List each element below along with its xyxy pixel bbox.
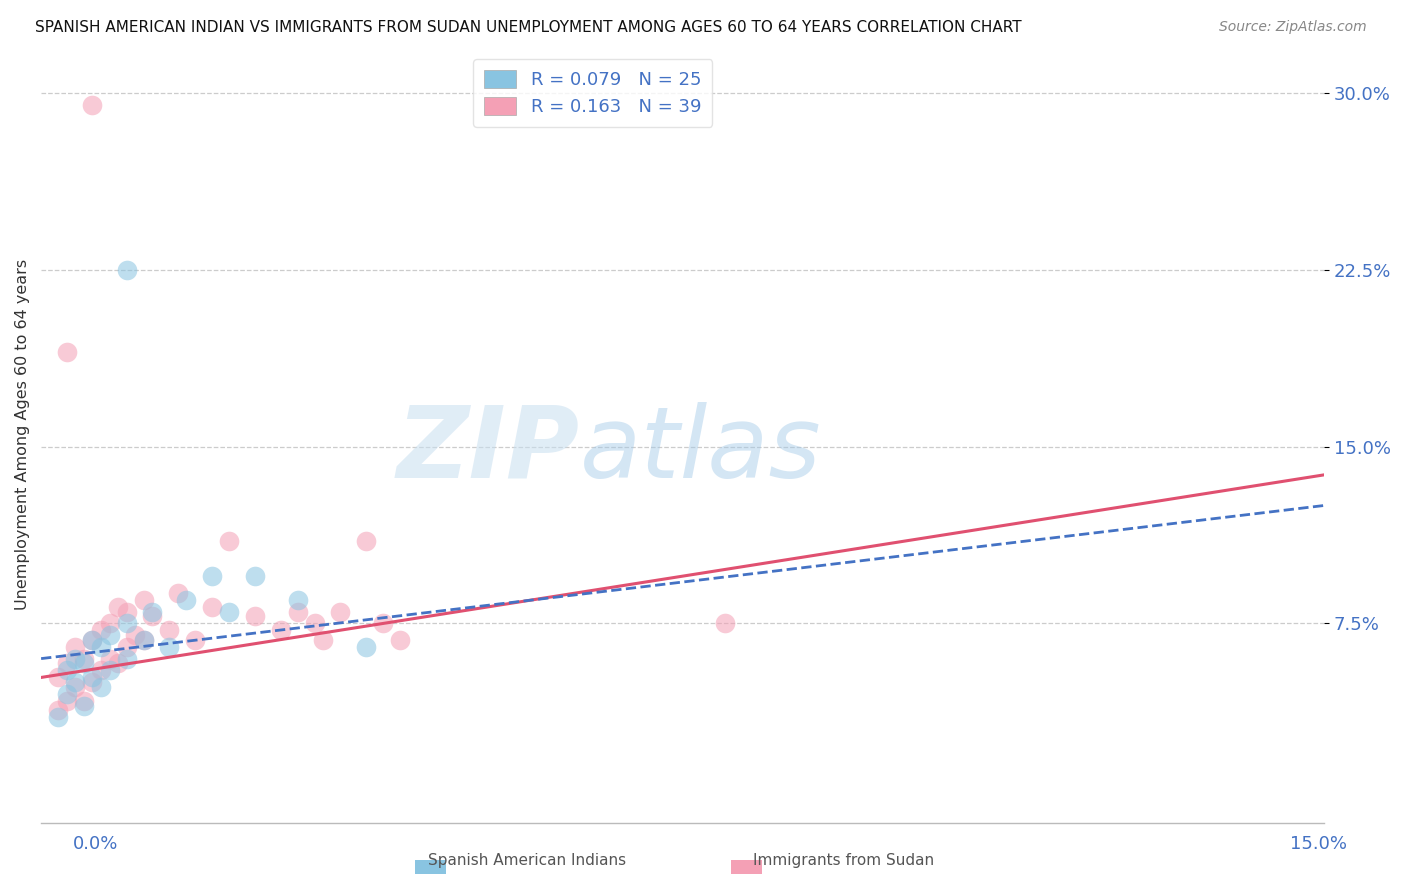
- Point: [270, 624, 292, 638]
- Point: [304, 616, 326, 631]
- Point: [73, 657, 96, 671]
- Point: [98, 651, 121, 665]
- Point: [141, 609, 163, 624]
- Point: [243, 609, 266, 624]
- Point: [90, 664, 112, 678]
- Point: [82, 632, 104, 647]
- Point: [714, 616, 737, 631]
- Point: [201, 569, 224, 583]
- Point: [90, 624, 112, 638]
- Text: ZIP: ZIP: [396, 402, 579, 499]
- Text: Spanish American Indians: Spanish American Indians: [429, 854, 626, 868]
- Point: [55, 657, 77, 671]
- Point: [46, 670, 69, 684]
- Point: [176, 592, 198, 607]
- Point: [184, 632, 207, 647]
- Point: [65, 640, 87, 654]
- Point: [115, 263, 138, 277]
- Point: [65, 675, 87, 690]
- Point: [73, 651, 96, 665]
- Point: [82, 632, 104, 647]
- Y-axis label: Unemployment Among Ages 60 to 64 years: Unemployment Among Ages 60 to 64 years: [15, 260, 30, 610]
- Text: Source: ZipAtlas.com: Source: ZipAtlas.com: [1219, 20, 1367, 34]
- Point: [107, 657, 129, 671]
- Point: [82, 670, 104, 684]
- Text: atlas: atlas: [579, 402, 821, 499]
- Point: [132, 592, 155, 607]
- Point: [98, 664, 121, 678]
- Point: [373, 616, 395, 631]
- Point: [115, 605, 138, 619]
- Point: [218, 605, 240, 619]
- Point: [132, 632, 155, 647]
- Point: [312, 632, 335, 647]
- Point: [55, 664, 77, 678]
- Point: [73, 694, 96, 708]
- Point: [157, 640, 180, 654]
- Point: [90, 680, 112, 694]
- Point: [124, 628, 146, 642]
- Point: [354, 640, 377, 654]
- Point: [329, 605, 352, 619]
- Text: 15.0%: 15.0%: [1291, 835, 1347, 853]
- Point: [132, 632, 155, 647]
- Point: [157, 624, 180, 638]
- Point: [55, 687, 77, 701]
- Point: [389, 632, 412, 647]
- Point: [115, 640, 138, 654]
- Point: [73, 698, 96, 713]
- Point: [141, 605, 163, 619]
- Point: [82, 98, 104, 112]
- Point: [65, 680, 87, 694]
- Text: Immigrants from Sudan: Immigrants from Sudan: [754, 854, 934, 868]
- Point: [107, 599, 129, 614]
- Point: [98, 628, 121, 642]
- Point: [354, 533, 377, 548]
- Legend: R = 0.079   N = 25, R = 0.163   N = 39: R = 0.079 N = 25, R = 0.163 N = 39: [474, 59, 713, 127]
- Point: [55, 345, 77, 359]
- Point: [46, 710, 69, 724]
- Point: [90, 640, 112, 654]
- Point: [46, 703, 69, 717]
- Point: [98, 616, 121, 631]
- Point: [65, 651, 87, 665]
- Text: SPANISH AMERICAN INDIAN VS IMMIGRANTS FROM SUDAN UNEMPLOYMENT AMONG AGES 60 TO 6: SPANISH AMERICAN INDIAN VS IMMIGRANTS FR…: [35, 20, 1022, 35]
- Text: 0.0%: 0.0%: [73, 835, 118, 853]
- Point: [82, 675, 104, 690]
- Point: [115, 651, 138, 665]
- Point: [167, 585, 190, 599]
- Point: [287, 605, 309, 619]
- Point: [243, 569, 266, 583]
- Point: [287, 592, 309, 607]
- Point: [115, 616, 138, 631]
- Point: [218, 533, 240, 548]
- Point: [201, 599, 224, 614]
- Point: [55, 694, 77, 708]
